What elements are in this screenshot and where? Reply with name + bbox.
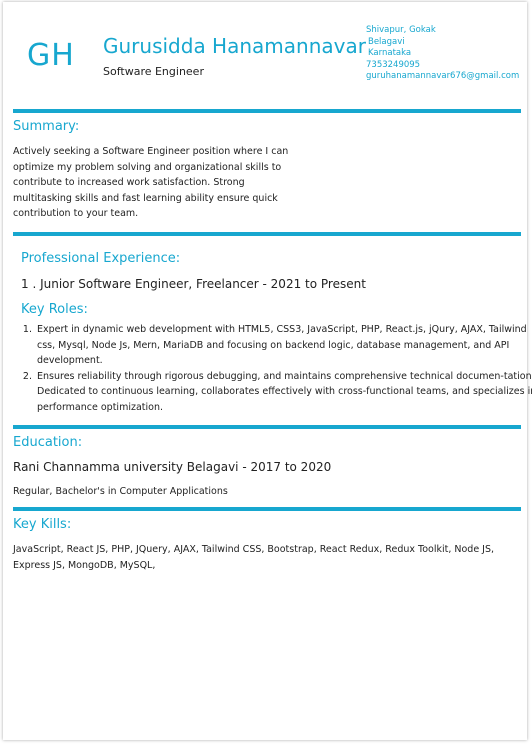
phone-number: 7353249095 [366, 59, 421, 70]
address-line-3: Karnataka [368, 48, 412, 58]
summary-line: multitasking skills and fast learning ab… [13, 192, 278, 204]
address-line-2: Belagavi [368, 36, 405, 47]
key-roles-heading: Key Roles: [21, 302, 88, 317]
education-degree: Regular, Bachelor's in Computer Applicat… [13, 486, 228, 497]
section-divider [13, 507, 521, 511]
summary-line: contribute to increased work satisfactio… [13, 177, 245, 189]
experience-heading: Professional Experience: [21, 251, 181, 266]
candidate-name: Gurusidda Hanamannavar [103, 34, 366, 58]
email-address[interactable]: guruhanamannavar676@gmail.com [366, 71, 520, 81]
education-heading: Education: [13, 435, 83, 450]
education-institution: Rani Channamma university Belagavi - 201… [13, 460, 332, 474]
skills-line: JavaScript, React JS, PHP, JQuery, AJAX,… [13, 544, 495, 555]
contact-block: Shivapur, Gokak Belagavi Karnataka 73532… [366, 25, 519, 83]
section-divider [13, 425, 521, 429]
candidate-role: Software Engineer [103, 65, 204, 78]
summary-line: Actively seeking a Software Engineer pos… [13, 146, 289, 157]
skills-text: JavaScript, React JS, PHP, JQuery, AJAX,… [13, 542, 494, 573]
skills-heading: Key Kills: [13, 517, 72, 532]
skills-line: Express JS, MongoDB, MySQL, [13, 559, 156, 571]
resume-page: GH Gurusidda Hanamannavar Software Engin… [3, 2, 532, 740]
summary-text: Actively seeking a Software Engineer pos… [13, 144, 313, 222]
summary-line: contribution to your team. [13, 208, 139, 220]
initials-monogram: GH [27, 38, 75, 73]
job-title: 1 . Junior Software Engineer, Freelancer… [21, 277, 366, 291]
address-line-1: Shivapur, Gokak [366, 25, 436, 35]
key-roles-list: Expert in dynamic web development with H… [17, 322, 532, 416]
list-item: Expert in dynamic web development with H… [35, 322, 532, 369]
summary-line: optimize my problem solving and organiza… [13, 161, 282, 173]
summary-heading: Summary: [13, 119, 80, 134]
list-item: Ensures reliability through rigorous deb… [35, 369, 532, 416]
section-divider [13, 232, 521, 236]
section-divider [13, 109, 521, 113]
